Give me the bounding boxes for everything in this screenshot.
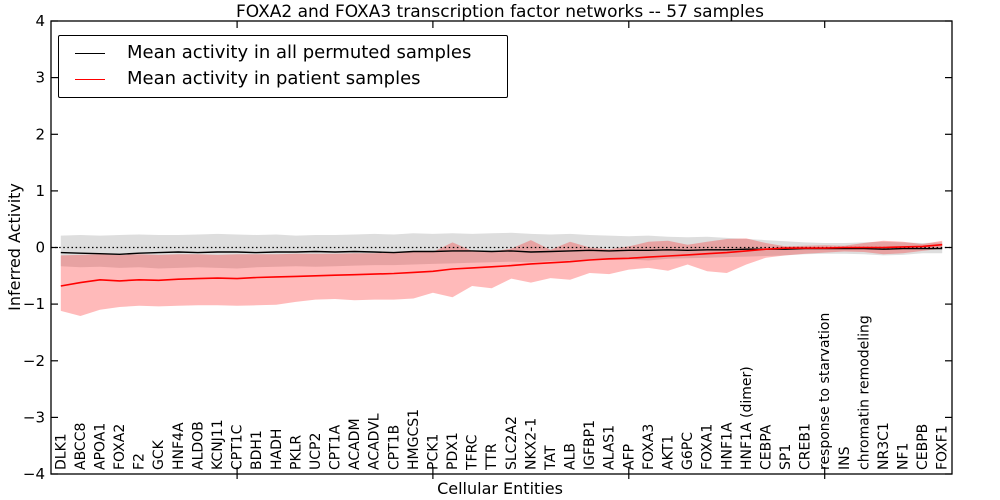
mean-activity-in-patient-samples-line	[60, 243, 943, 287]
x-category-label: ACADM	[347, 418, 363, 470]
x-category-label: ALDOB	[190, 421, 206, 470]
y-tick-label: −2	[23, 352, 45, 370]
x-category-label: UCP2	[308, 433, 324, 470]
x-category-label: HMGCS1	[406, 409, 422, 470]
black-line-swatch	[75, 52, 105, 54]
x-category-label: PDX1	[445, 432, 461, 470]
legend-label: Mean activity in all permuted samples	[127, 41, 472, 63]
x-category-label: ALAS1	[602, 425, 618, 470]
x-category-label: SP1	[778, 444, 794, 470]
x-category-label: APOA1	[92, 423, 108, 470]
x-category-label: SLC2A2	[504, 416, 520, 470]
y-tick-label: 0	[35, 239, 45, 257]
x-category-label: CPT1B	[386, 425, 402, 470]
x-category-label: ABCC8	[73, 423, 89, 470]
y-tick-label: −3	[23, 408, 45, 426]
x-category-label: HNF1A (dimer)	[739, 366, 755, 470]
red-line-swatch	[75, 79, 105, 81]
x-category-label: KCNJ11	[210, 419, 226, 470]
legend-label: Mean activity in patient samples	[127, 68, 421, 90]
x-category-label: BDH1	[249, 430, 265, 470]
x-category-label: GCK	[151, 439, 167, 470]
y-tick-label: 4	[35, 12, 45, 30]
y-tick-label: 1	[35, 182, 45, 200]
x-category-label: NKX2-1	[523, 418, 539, 470]
x-category-label: chromatin remodeling	[856, 315, 872, 470]
x-category-label: HNF4A	[171, 422, 187, 470]
y-tick-label: 2	[35, 125, 45, 143]
x-category-label: FOXA1	[700, 424, 716, 470]
x-category-label: PKLR	[288, 435, 304, 470]
x-category-label: INS	[837, 446, 853, 470]
x-category-label: CEBPA	[758, 424, 774, 470]
x-category-label: IGFBP1	[582, 420, 598, 470]
y-tick-label: 3	[35, 69, 45, 87]
x-category-label: FOXA2	[112, 424, 128, 470]
x-category-label: DLK1	[53, 433, 69, 470]
x-category-label: TFRC	[465, 434, 481, 471]
x-category-label: CPT1A	[327, 424, 343, 470]
x-category-label: response to starvation	[817, 313, 833, 470]
x-category-label: TAT	[543, 445, 559, 471]
y-tick-label: −1	[23, 295, 45, 313]
patient-samples-range-band	[60, 238, 943, 316]
legend-item-permuted: Mean activity in all permuted samples	[59, 41, 507, 64]
x-category-label: HNF1A	[719, 422, 735, 470]
x-category-label: AKT1	[660, 435, 676, 470]
x-category-label: FOXA3	[641, 424, 657, 470]
x-category-label: PCK1	[425, 434, 441, 470]
chart-title: FOXA2 and FOXA3 transcription factor net…	[236, 2, 764, 22]
x-category-label: FOXF1	[935, 425, 951, 470]
x-axis-label: Cellular Entities	[437, 479, 563, 498]
y-tick-label: −4	[23, 465, 45, 483]
x-category-label: NF1	[895, 443, 911, 470]
legend-item-patient: Mean activity in patient samples	[59, 69, 507, 90]
x-category-label: G6PC	[680, 432, 696, 470]
x-category-label: HADH	[269, 429, 285, 470]
x-category-label: CREB1	[798, 423, 814, 470]
x-category-label: ALB	[563, 443, 579, 470]
x-category-label: AFP	[621, 444, 637, 470]
x-category-label: TTR	[484, 443, 500, 471]
x-category-label: F2	[132, 453, 148, 470]
x-category-label: ACADVL	[367, 413, 383, 470]
legend: Mean activity in all permuted samples Me…	[58, 35, 508, 98]
x-category-label: CEBPB	[915, 424, 931, 470]
x-category-label: CPT1C	[230, 424, 246, 470]
x-category-label: NR3C1	[876, 422, 892, 470]
